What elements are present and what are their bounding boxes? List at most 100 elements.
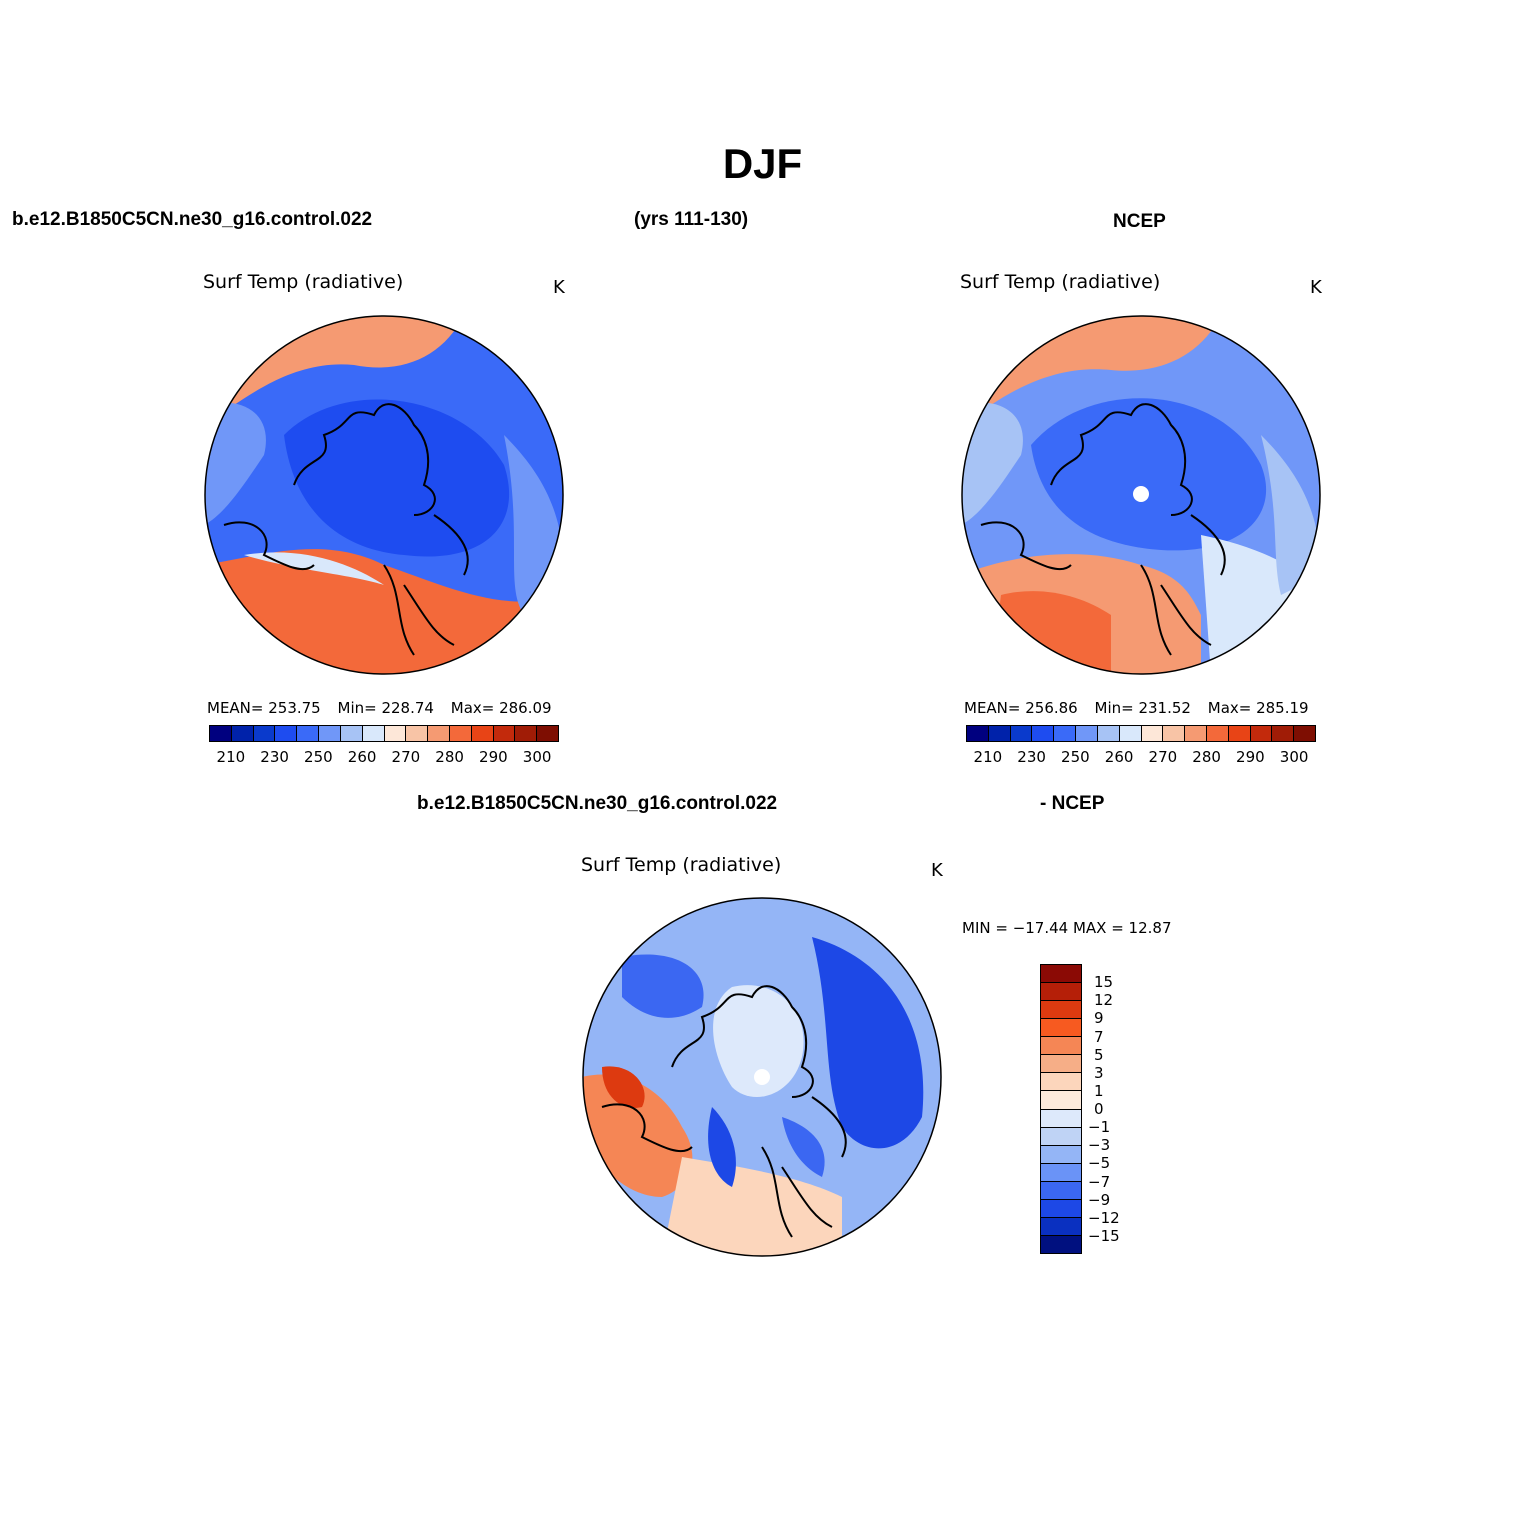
model-colorbar-swatch: [340, 726, 363, 741]
model-colorbar-swatch: [319, 726, 341, 741]
obs-colorbar-swatch: [1141, 726, 1164, 741]
model-warm-atlantic-region: [205, 549, 563, 674]
model-colorbar-label: 290: [479, 748, 508, 766]
obs-mean: MEAN= 256.86: [964, 699, 1078, 717]
diff-colorbar-swatch: [1041, 1145, 1081, 1164]
obs-colorbar-label: 210: [973, 748, 1003, 766]
model-max: Max= 286.09: [450, 699, 552, 717]
figure-title: DJF: [722, 140, 803, 187]
model-colorbar-swatch: [275, 726, 298, 741]
obs-panel-unit: K: [1310, 277, 1322, 298]
model-panel-title: Surf Temp (radiative): [203, 271, 404, 293]
obs-colorbar-swatch: [1250, 726, 1273, 741]
diff-colorbar-swatch: [1041, 1091, 1081, 1110]
obs-pole-hole: [1133, 486, 1149, 502]
model-colorbar-label: 300: [522, 748, 552, 766]
model-colorbar-swatch: [362, 726, 385, 741]
diff-colorbar-swatch: [1041, 1127, 1081, 1146]
diff-colorbar-swatch: [1041, 1073, 1081, 1092]
model-colorbar-swatch: [493, 726, 516, 741]
diff-colorbar-label: 0: [1094, 1100, 1104, 1118]
obs-colorbar-swatch: [1119, 726, 1142, 741]
diff-colorbar-swatch: [1041, 1001, 1081, 1020]
diff-colorbar-label: 9: [1094, 1009, 1104, 1028]
diff-colorbar-label: −9: [1088, 1190, 1111, 1209]
diff-colorbar-swatch: [1041, 1199, 1081, 1218]
obs-colorbar-swatch: [1206, 726, 1229, 741]
model-colorbar-swatch: [384, 726, 407, 741]
model-stats: MEAN= 253.75 Min= 228.74 Max= 286.09: [207, 699, 564, 717]
model-colorbar-label: 280: [435, 748, 464, 766]
diff-cold-bias-region: [812, 937, 924, 1149]
diff-colorbar-labels: 15 12 9 7 5 3 1 0 −1 −3 −5 −7 −9 −12 −15: [1088, 964, 1148, 1254]
obs-colorbar-swatch: [967, 726, 989, 741]
diff-colorbar-label: 12: [1094, 991, 1114, 1010]
diff-coastlines: [601, 985, 847, 1238]
model-min: Min= 228.74: [337, 699, 434, 717]
model-colorbar-label: 230: [260, 748, 289, 766]
diff-colorbar-label: 15: [1094, 973, 1114, 992]
model-colorbar-label: 270: [391, 748, 421, 766]
model-colorbar: [209, 725, 559, 742]
model-colorbar-label: 260: [347, 748, 377, 766]
obs-colorbar: [966, 725, 1316, 742]
obs-colorbar-swatch: [1294, 726, 1315, 741]
obs-polar-map: [961, 315, 1321, 675]
obs-colorbar-label: 280: [1192, 748, 1221, 766]
obs-min: Min= 231.52: [1094, 699, 1191, 717]
diff-colorbar-swatch: [1041, 1217, 1081, 1236]
case-name-header: b.e12.B1850C5CN.ne30_g16.control.022: [12, 209, 373, 230]
obs-stats: MEAN= 256.86 Min= 231.52 Max= 285.19: [964, 699, 1321, 717]
diff-colorbar-swatch: [1041, 1163, 1081, 1182]
model-colorbar-label: 210: [216, 748, 246, 766]
model-colorbar-swatch: [210, 726, 232, 741]
diff-colorbar-label: 7: [1094, 1027, 1104, 1046]
diff-colorbar-swatch: [1041, 1055, 1081, 1074]
model-colorbar-swatch: [537, 726, 558, 741]
model-colorbar-swatch: [297, 726, 320, 741]
diff-polar-map: [582, 897, 942, 1257]
model-colorbar-labels: 210 230 250 260 270 280 290 300: [209, 748, 559, 768]
model-colorbar-swatch: [231, 726, 254, 741]
diff-colorbar-swatch: [1041, 1109, 1081, 1128]
model-mean: MEAN= 253.75: [207, 699, 321, 717]
diff-pole-hole: [754, 1069, 770, 1085]
obs-colorbar-label: 290: [1236, 748, 1265, 766]
diff-colorbar-label: −3: [1088, 1136, 1111, 1155]
model-cold-core-region: [284, 399, 510, 557]
obs-colorbar-swatch: [1010, 726, 1033, 741]
diff-colorbar-swatch: [1041, 1019, 1081, 1038]
diff-colorbar-label: −5: [1088, 1154, 1111, 1173]
obs-coastlines: [980, 403, 1226, 656]
diff-colorbar-swatch: [1041, 1037, 1081, 1056]
obs-colorbar-label: 270: [1148, 748, 1178, 766]
diff-colorbar-label: −1: [1088, 1118, 1111, 1137]
obs-colorbar-label: 300: [1279, 748, 1309, 766]
diff-colorbar-label: 1: [1094, 1081, 1104, 1100]
obs-colorbar-label: 230: [1017, 748, 1046, 766]
model-panel-unit: K: [553, 277, 565, 298]
obs-colorbar-swatch: [1163, 726, 1186, 741]
obs-colorbar-swatch: [1097, 726, 1120, 741]
model-colorbar-swatch: [471, 726, 494, 741]
diff-colorbar: [1040, 964, 1082, 1254]
obs-colorbar-swatch: [1076, 726, 1098, 741]
obs-colorbar-swatch: [1228, 726, 1251, 741]
diff-colorbar-swatch: [1041, 965, 1081, 984]
model-polar-map: [204, 315, 564, 675]
obs-colorbar-swatch: [1054, 726, 1077, 741]
diff-minmax: MIN = −17.44 MAX = 12.87: [962, 919, 1172, 937]
model-colorbar-label: 250: [304, 748, 333, 766]
years-header: (yrs 111-130): [634, 209, 749, 230]
obs-colorbar-swatch: [1032, 726, 1055, 741]
diff-colorbar-swatch: [1041, 1181, 1081, 1200]
obs-colorbar-swatch: [1185, 726, 1207, 741]
obs-panel-title: Surf Temp (radiative): [960, 271, 1161, 293]
model-colorbar-swatch: [253, 726, 276, 741]
obs-colorbar-swatch: [988, 726, 1011, 741]
obs-colorbar-label: 250: [1061, 748, 1090, 766]
diff-colorbar-swatch: [1041, 1235, 1081, 1253]
diff-colorbar-swatch: [1041, 983, 1081, 1002]
model-colorbar-swatch: [449, 726, 472, 741]
diff-colorbar-label: −15: [1088, 1226, 1120, 1245]
